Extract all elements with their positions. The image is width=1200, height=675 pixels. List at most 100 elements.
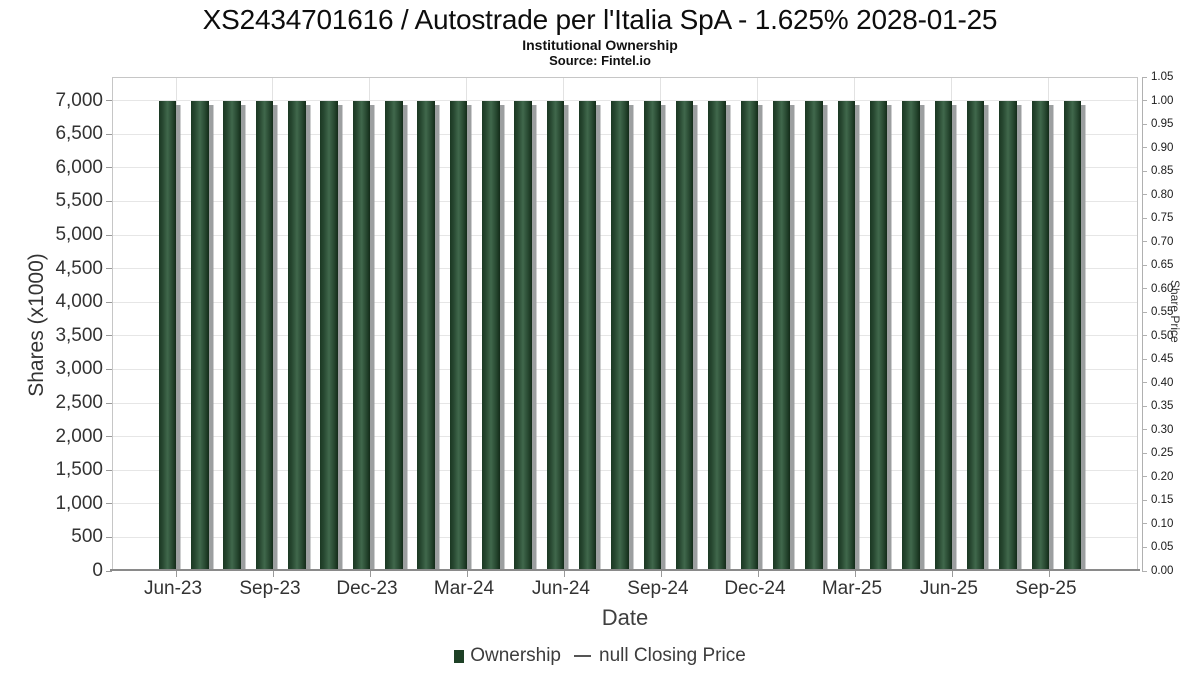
- ownership-bar[interactable]: [869, 100, 888, 571]
- ownership-bar[interactable]: [837, 100, 856, 571]
- left-tick: [106, 268, 112, 270]
- ownership-bar[interactable]: [1031, 100, 1050, 571]
- left-tick: [106, 536, 112, 538]
- x-tick-label: Sep-25: [1015, 578, 1077, 599]
- ownership-bar[interactable]: [708, 100, 726, 571]
- right-tick: [1142, 523, 1147, 525]
- right-tick: [1142, 570, 1147, 572]
- right-tick: [1142, 264, 1147, 266]
- ownership-bar[interactable]: [514, 100, 532, 571]
- right-tick-label: 0.35: [1151, 400, 1174, 413]
- left-tick-label: 4,500: [55, 257, 103, 279]
- right-axis-title: Share Price: [1168, 280, 1182, 343]
- ownership-bar[interactable]: [902, 100, 920, 571]
- right-tick-label: 0.15: [1151, 494, 1174, 507]
- right-tick-label: 0.40: [1151, 376, 1174, 389]
- x-tick: [757, 571, 759, 577]
- left-tick-label: 6,500: [55, 123, 103, 145]
- right-tick: [1142, 546, 1147, 548]
- ownership-bar[interactable]: [772, 100, 791, 571]
- x-axis-title: Date: [601, 605, 649, 630]
- right-tick: [1142, 194, 1147, 196]
- right-tick-label: 0.80: [1151, 188, 1174, 201]
- ownership-bar[interactable]: [352, 100, 371, 571]
- right-tick-label: 0.25: [1151, 447, 1174, 460]
- x-tick: [660, 571, 662, 577]
- ownership-bar[interactable]: [546, 100, 565, 571]
- x-tick: [176, 571, 177, 577]
- ownership-bar[interactable]: [643, 100, 662, 571]
- ownership-bar[interactable]: [999, 100, 1017, 571]
- ownership-bar[interactable]: [578, 100, 597, 571]
- legend-label-ownership[interactable]: Ownership: [470, 645, 562, 666]
- x-tick-label: Dec-24: [724, 578, 786, 599]
- x-tick-label: Sep-24: [627, 578, 689, 599]
- left-tick-label: 5,000: [55, 224, 103, 246]
- ownership-bar[interactable]: [385, 100, 403, 571]
- right-tick-label: 1.00: [1151, 94, 1174, 107]
- x-tick: [272, 571, 274, 577]
- left-tick-label: 2,000: [55, 425, 103, 447]
- legend-label-closing-price[interactable]: null Closing Price: [599, 645, 746, 666]
- ownership-bar[interactable]: [740, 100, 759, 571]
- ownership-bar[interactable]: [482, 100, 500, 571]
- right-tick-label: 0.95: [1151, 118, 1174, 131]
- right-tick: [1142, 100, 1147, 102]
- left-tick-label: 500: [71, 526, 103, 548]
- left-tick: [106, 200, 112, 202]
- x-tick-label: Dec-23: [336, 578, 398, 599]
- right-tick-label: 0.70: [1151, 235, 1174, 248]
- ownership-bar[interactable]: [805, 100, 823, 571]
- chart-subtitle: Institutional Ownership: [522, 37, 678, 53]
- ownership-bar[interactable]: [191, 100, 209, 571]
- right-tick: [1142, 429, 1147, 431]
- left-tick-label: 3,500: [55, 324, 103, 346]
- right-tick-label: 0.45: [1151, 353, 1174, 366]
- ownership-bar[interactable]: [675, 100, 694, 571]
- right-tick: [1142, 358, 1147, 360]
- left-tick: [106, 570, 112, 572]
- right-axis-line: [1142, 77, 1143, 572]
- right-tick-label: 0.00: [1151, 565, 1174, 577]
- x-tick-label: Jun-24: [531, 578, 590, 599]
- left-axis-title: Shares (x1000): [25, 253, 48, 397]
- x-tick-label: Jun-23: [143, 578, 203, 599]
- ownership-bar[interactable]: [255, 100, 274, 571]
- x-tick: [563, 571, 565, 577]
- ownership-bar[interactable]: [611, 100, 629, 571]
- ownership-bar[interactable]: [158, 100, 177, 571]
- legend: Ownership null Closing Price: [0, 645, 1200, 667]
- right-tick-label: 0.90: [1151, 141, 1174, 154]
- left-tick: [106, 167, 112, 169]
- plot-area: [112, 77, 1138, 571]
- ownership-bar[interactable]: [223, 100, 241, 571]
- x-tick: [369, 571, 371, 577]
- ownership-legend-swatch-icon: [454, 649, 465, 663]
- left-tick: [106, 368, 112, 370]
- right-tick-label: 0.65: [1151, 259, 1174, 272]
- x-tick-label: Mar-25: [821, 578, 883, 599]
- ownership-bar[interactable]: [417, 100, 435, 571]
- ownership-bar[interactable]: [966, 100, 985, 571]
- left-tick: [106, 469, 112, 471]
- right-tick: [1142, 170, 1147, 172]
- ownership-bar[interactable]: [449, 100, 468, 571]
- right-tick: [1142, 76, 1147, 78]
- horizontal-gridline: [112, 100, 1138, 102]
- left-tick-label: 3,000: [55, 358, 103, 380]
- x-tick-label: Sep-23: [239, 578, 301, 599]
- left-tick-label: 7,000: [55, 89, 103, 111]
- right-tick-label: 0.10: [1151, 517, 1174, 530]
- ownership-bar[interactable]: [934, 100, 953, 571]
- chart-source: Source: Fintel.io: [549, 53, 651, 68]
- right-tick: [1142, 405, 1147, 407]
- ownership-bar[interactable]: [288, 100, 306, 571]
- ownership-bar[interactable]: [320, 100, 338, 571]
- right-tick: [1142, 241, 1147, 243]
- left-tick-label: 1,000: [55, 492, 103, 514]
- ownership-bar[interactable]: [1063, 100, 1082, 571]
- right-tick: [1142, 499, 1147, 501]
- x-axis-line: [110, 569, 1140, 571]
- right-tick-label: 0.85: [1151, 165, 1174, 178]
